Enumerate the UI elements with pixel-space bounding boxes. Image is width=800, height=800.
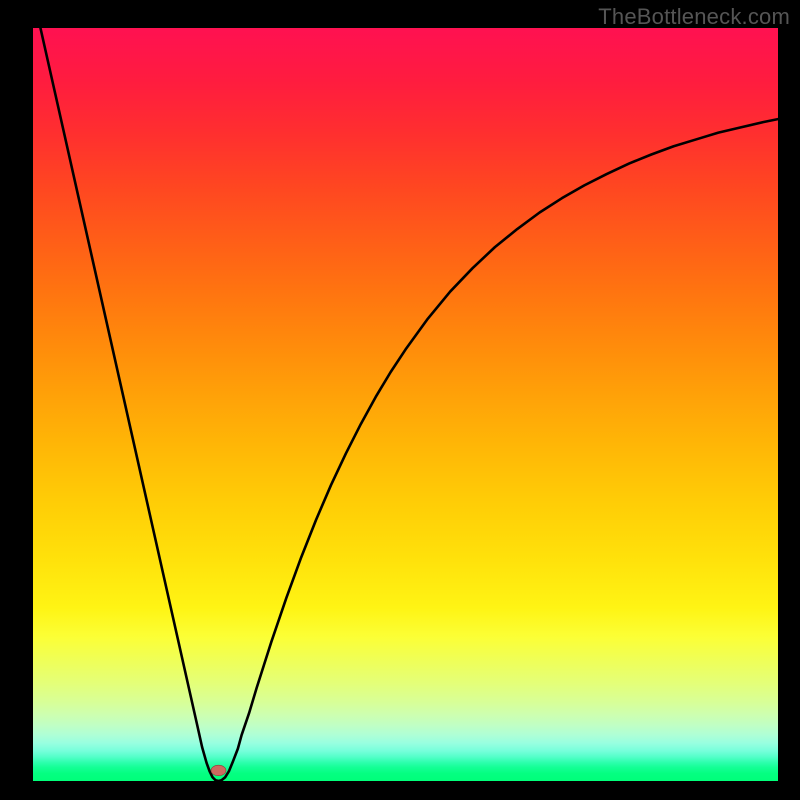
chart-svg	[33, 28, 778, 781]
watermark-text: TheBottleneck.com	[598, 4, 790, 30]
chart-background	[33, 28, 778, 781]
minimum-marker	[211, 765, 226, 776]
bottleneck-chart	[33, 28, 778, 781]
